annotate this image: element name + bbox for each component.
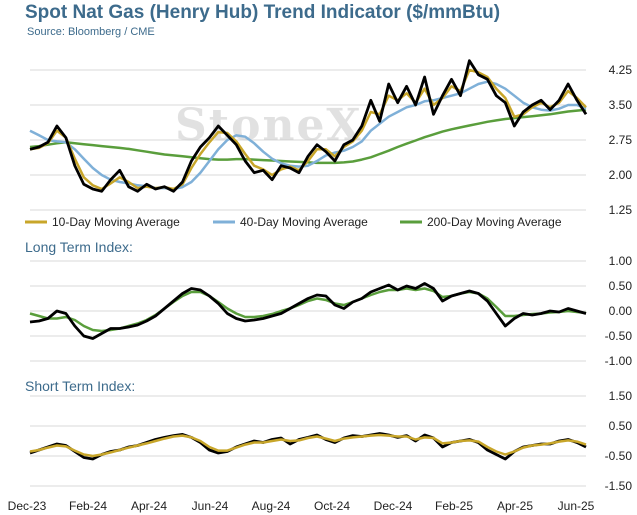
ma10-line (29, 68, 587, 191)
legend-label-ma40: 40-Day Moving Average (240, 215, 368, 229)
long-term-title: Long Term Index: (25, 239, 133, 255)
y-tick-label: 0.00 (609, 304, 633, 318)
y-tick-label: -1.50 (605, 479, 633, 493)
legend-label-ma10: 10-Day Moving Average (52, 215, 180, 229)
y-tick-label: -1.00 (605, 354, 633, 368)
short-term-panel: Short Term Index: 1.50 0.50 -0.50 -1.50 (25, 378, 632, 493)
y-tick-label: 3.50 (609, 98, 633, 112)
y-tick-label: 1.00 (609, 254, 633, 268)
y-tick-label: -0.50 (605, 329, 633, 343)
x-tick-label: Dec-24 (374, 499, 413, 513)
x-tick-label: Feb-24 (69, 499, 107, 513)
short-term-title: Short Term Index: (25, 378, 135, 394)
y-tick-label: 0.50 (609, 419, 633, 433)
x-tick-label: Apr-25 (497, 499, 533, 513)
y-tick-label: 0.50 (609, 279, 633, 293)
spot-price-line (29, 59, 588, 193)
x-tick-label: Jun-24 (192, 499, 229, 513)
x-tick-label: Feb-25 (435, 499, 473, 513)
x-axis: Dec-23 Feb-24 Apr-24 Jun-24 Aug-24 Oct-24 Dec-… (8, 499, 595, 513)
legend-label-ma200: 200-Day Moving Average (427, 215, 562, 229)
price-panel: StoneX 4.253.502.752.001.25 (29, 59, 633, 217)
y-tick-label: 2.75 (609, 133, 633, 147)
x-tick-label: Apr-24 (131, 499, 167, 513)
x-tick-label: Oct-24 (314, 499, 350, 513)
x-tick-label: Dec-23 (8, 499, 47, 513)
short-term-signal-line (29, 433, 587, 458)
long-term-panel: Long Term Index: 1.00 0.50 0.00 -0.50 -1.00 (25, 239, 632, 368)
chart-subtitle: Source: Bloomberg / CME (27, 26, 155, 38)
y-tick-label: 1.50 (609, 389, 633, 403)
y-tick-label: 1.25 (609, 203, 633, 217)
x-tick-label: Jun-25 (558, 499, 595, 513)
y-tick-label: 4.25 (609, 63, 633, 77)
y-tick-label: 2.00 (609, 168, 633, 182)
chart-title: Spot Nat Gas (Henry Hub) Trend Indicator… (25, 2, 501, 23)
long-term-index-line (29, 282, 587, 340)
legend: 10-Day Moving Average 40-Day Moving Aver… (25, 215, 562, 229)
y-tick-label: -0.50 (605, 449, 633, 463)
x-tick-label: Aug-24 (252, 499, 291, 513)
